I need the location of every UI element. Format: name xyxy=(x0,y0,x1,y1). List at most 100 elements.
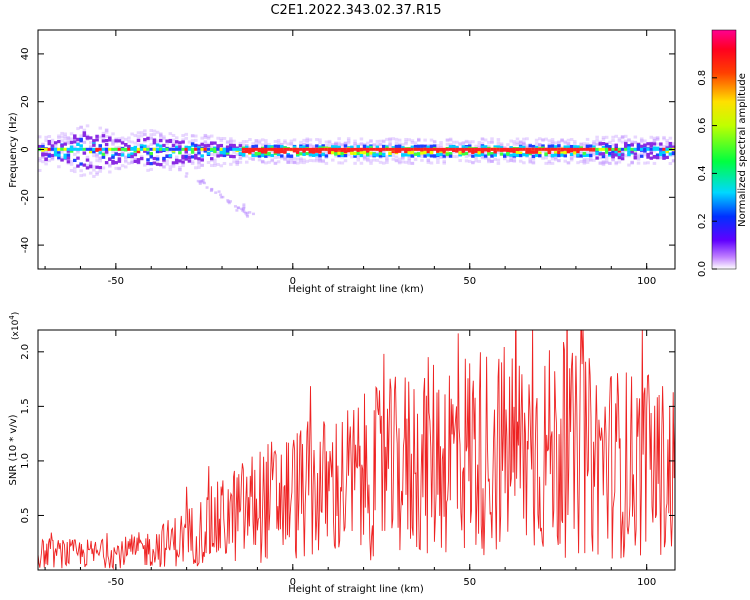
heatmap-cell xyxy=(598,147,603,151)
heatmap-cell xyxy=(289,147,294,151)
heatmap-cell xyxy=(671,145,675,149)
heatmap-cell xyxy=(257,149,262,153)
heatmap-cell xyxy=(480,145,485,149)
heatmap-cell xyxy=(146,138,150,142)
heatmap-cell xyxy=(477,151,482,155)
heatmap-cell xyxy=(655,153,660,157)
heatmap-cell xyxy=(388,147,392,151)
heatmap-cell xyxy=(194,147,198,151)
heatmap-cell xyxy=(302,150,306,154)
heatmap-cell xyxy=(280,147,284,151)
heatmap-cell xyxy=(397,138,402,142)
heatmap-cell xyxy=(659,155,663,159)
heatmap-cell xyxy=(82,173,87,177)
heatmap-cell xyxy=(146,151,150,155)
heatmap-cell xyxy=(659,151,663,155)
heatmap-cell xyxy=(245,143,249,147)
heatmap-cell xyxy=(155,143,160,147)
heatmap-cell xyxy=(184,155,189,159)
heatmap-cell xyxy=(95,147,99,151)
heatmap-cell xyxy=(155,147,160,151)
heatmap-cell xyxy=(57,147,61,151)
heatmap-cell xyxy=(448,152,453,156)
heatmap-cell xyxy=(273,144,278,148)
heatmap-cell xyxy=(404,149,408,153)
heatmap-cell xyxy=(197,162,201,166)
heatmap-cell xyxy=(226,199,230,202)
heatmap-cell xyxy=(251,157,255,161)
heatmap-cell xyxy=(639,154,644,158)
heatmap-cell xyxy=(197,160,201,164)
heatmap-cell xyxy=(120,164,125,168)
heatmap-cell xyxy=(353,147,357,151)
heatmap-cell xyxy=(184,136,189,140)
heatmap-cell xyxy=(553,145,558,149)
heatmap-cell xyxy=(248,150,252,154)
heatmap-cell xyxy=(353,161,357,165)
heatmap-cell xyxy=(127,144,131,149)
heatmap-cell xyxy=(251,153,255,158)
heatmap-cell xyxy=(120,136,125,140)
heatmap-cell xyxy=(194,134,198,138)
heatmap-cell xyxy=(432,139,437,143)
heatmap-cell xyxy=(442,154,446,158)
heatmap-cell xyxy=(334,152,338,156)
heatmap-cell xyxy=(41,144,45,149)
colorbar-ticks: 0.00.20.40.60.8 xyxy=(697,70,717,277)
heatmap-cell xyxy=(620,153,625,157)
heatmap-cell xyxy=(397,157,402,161)
heatmap-cell xyxy=(289,156,294,160)
heatmap-cell xyxy=(331,151,335,155)
colorbar-tick-label: 0.8 xyxy=(697,70,708,86)
heatmap-cell xyxy=(417,147,421,151)
heatmap-cell xyxy=(260,147,265,151)
heatmap-cell xyxy=(391,147,396,151)
snr-multiplier-base: (x10 xyxy=(11,319,21,340)
heatmap-cell xyxy=(198,182,202,185)
heatmap-cell xyxy=(471,150,475,154)
heatmap-cell xyxy=(611,157,615,161)
heatmap-cell xyxy=(209,157,214,161)
heatmap-cell xyxy=(429,138,434,142)
heatmap-cell xyxy=(321,147,325,151)
heatmap-cell xyxy=(636,153,641,157)
heatmap-cell xyxy=(483,156,488,160)
heatmap-cell xyxy=(423,154,427,158)
heatmap-cell xyxy=(63,140,67,144)
heatmap-cell xyxy=(104,138,109,143)
heatmap-cell xyxy=(381,144,386,149)
heatmap-cell xyxy=(295,152,300,156)
heatmap-cell xyxy=(439,147,443,151)
heatmap-cell xyxy=(563,140,568,144)
heatmap-cell xyxy=(417,138,421,142)
heatmap-cell xyxy=(652,138,657,142)
heatmap-cell xyxy=(165,142,169,146)
heatmap-cell xyxy=(410,151,415,155)
heatmap-cell xyxy=(229,162,233,166)
heatmap-cell xyxy=(636,146,641,150)
heatmap-cell xyxy=(82,149,87,153)
heatmap-cell xyxy=(264,144,268,149)
heatmap-cell xyxy=(388,137,392,141)
heatmap-cell xyxy=(518,151,523,155)
heatmap-cell xyxy=(50,156,55,160)
heatmap-cell xyxy=(108,170,112,174)
heatmap-cell xyxy=(429,152,434,156)
heatmap-cell xyxy=(187,140,192,144)
heatmap-cell xyxy=(401,156,405,160)
heatmap-cell xyxy=(633,155,638,159)
y-tick-label: 0.5 xyxy=(20,508,31,524)
heatmap-cell xyxy=(518,141,523,145)
heatmap-cell xyxy=(477,145,482,149)
heatmap-cell xyxy=(646,152,650,157)
heatmap-cell xyxy=(149,147,153,151)
heatmap-cell xyxy=(557,153,561,158)
heatmap-cell xyxy=(522,142,526,146)
heatmap-cell xyxy=(159,163,163,167)
heatmap-cell xyxy=(82,151,87,155)
heatmap-cell xyxy=(659,156,663,160)
heatmap-cell xyxy=(66,138,71,142)
heatmap-cell xyxy=(324,140,329,144)
heatmap-cell xyxy=(518,147,523,151)
heatmap-cell xyxy=(82,133,87,138)
